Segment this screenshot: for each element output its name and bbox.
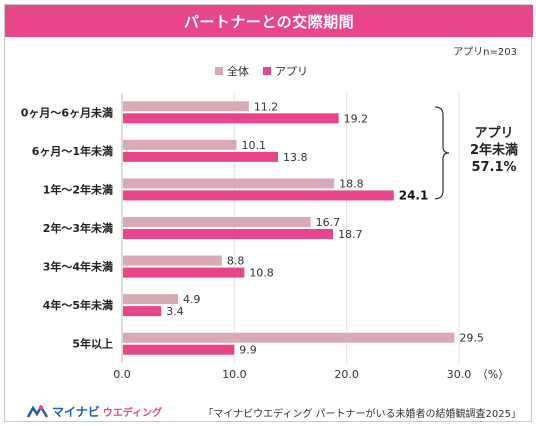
data-label: 11.2 [254,100,279,113]
bar-overall [123,294,179,305]
x-tick-label: 30.0 [447,368,472,381]
legend-swatch-overall [215,67,223,75]
bar-app [123,344,235,355]
data-label: 8.8 [227,255,245,268]
data-label: 18.8 [339,177,364,190]
chart-frame: パートナーとの交際期間 アプリn=203 全体 アプリ 0.0 10.0 20.0 3… [4,4,533,422]
data-label: 18.7 [338,228,363,241]
callout-line-2: 2年未満 [470,142,518,158]
category-label: 4年～5年未満 [43,298,113,312]
legend-label-overall: 全体 [227,65,249,78]
data-label: 3.4 [166,305,184,318]
bar-app [123,306,162,317]
callout-line-1: アプリ [474,126,513,141]
data-label: 24.1 [399,188,429,202]
x-tick-label: 20.0 [334,368,359,381]
data-label: 10.1 [241,139,266,152]
data-label: 13.8 [283,151,308,164]
category-label: 5年以上 [72,337,113,351]
bar-overall [123,101,249,112]
sample-size-note: アプリn=203 [453,47,517,58]
bar-overall [123,139,237,150]
bar-overall [123,332,455,343]
x-unit-label: （%） [477,368,509,381]
legend: 全体 アプリ [215,63,308,79]
bar-app [123,151,279,162]
data-label: 16.7 [316,216,341,229]
source-note: 「マイナビウエディング パートナーがいる未婚者の結婚観調査2025」 [203,409,521,420]
logo-text: マイナビ [52,405,100,419]
category-label: 3年～4年未満 [43,260,113,274]
callout-bracket [434,106,450,200]
bar-overall [123,178,335,189]
logo-mark-icon [27,404,49,418]
data-label: 4.9 [183,293,201,306]
legend-swatch-app [263,67,271,75]
logo-subtext: ウエディング [102,408,163,419]
bar-overall [123,217,311,227]
bar-app [123,190,394,201]
data-label: 9.9 [239,344,257,357]
bar-chart: 0.0 10.0 20.0 30.0 （%） 0ヶ月～6ヶ月未満 11.2 19.2 6ヶ月～1… [21,93,518,381]
logo: マイナビ ウエディング [27,403,162,420]
data-label: 19.2 [344,112,369,125]
bar-app [123,267,245,278]
bar-app [123,229,334,239]
chart-title: パートナーとの交際期間 [5,5,533,37]
category-label: 6ヶ月～1年未満 [32,144,113,158]
bar-overall [123,255,222,266]
data-label: 29.5 [459,332,484,345]
data-label: 10.8 [249,267,274,280]
legend-item-app: アプリ [263,63,308,79]
category-label: 2年～3年未満 [43,221,113,235]
callout-line-3: 57.1% [471,160,516,175]
category-label: 1年～2年未満 [43,182,113,196]
legend-item-overall: 全体 [215,63,249,79]
bar-app [123,113,339,124]
legend-label-app: アプリ [275,65,308,78]
x-tick-label: 0.0 [113,368,131,381]
x-tick-label: 10.0 [222,368,247,381]
category-label: 0ヶ月～6ヶ月未満 [21,105,113,119]
